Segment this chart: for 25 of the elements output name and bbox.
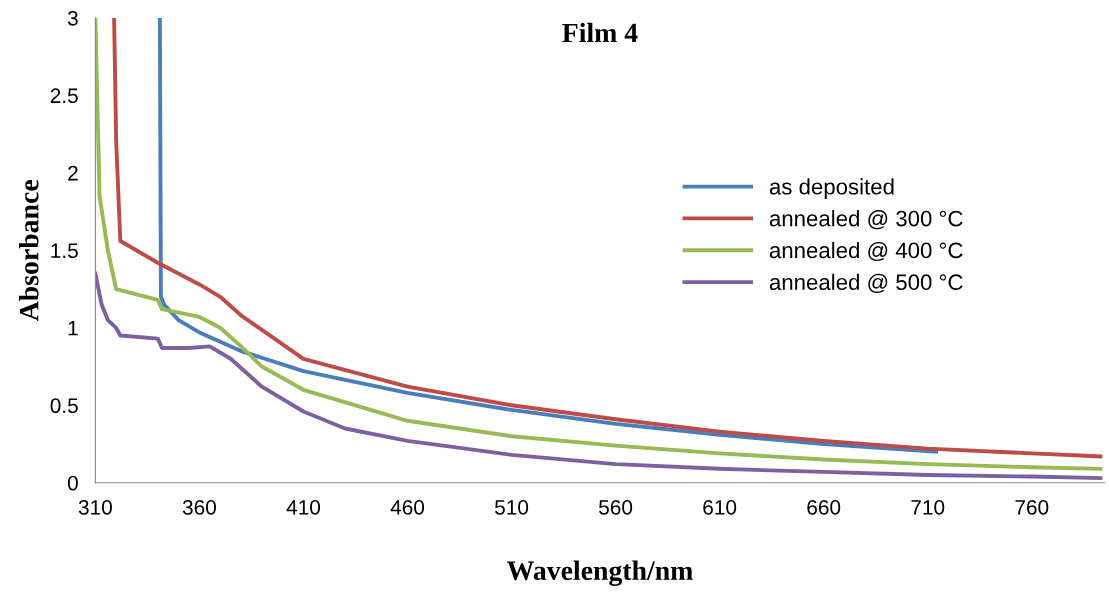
x-tick-label: 460: [390, 499, 425, 515]
legend-label: annealed @ 500 °C: [769, 273, 963, 293]
y-tick-label: 1: [68, 321, 78, 336]
x-axis-title: Wavelength/nm: [506, 560, 693, 586]
y-tick-label: 2.5: [50, 88, 78, 104]
y-tick-label: 1.5: [51, 243, 78, 259]
x-tick-label: 510: [494, 499, 529, 515]
y-tick-label: 0: [67, 475, 78, 491]
x-tick-label: 410: [286, 499, 321, 515]
x-tick-label: 560: [599, 499, 633, 515]
y-tick-label: 3: [67, 10, 78, 26]
legend-label: as deposited: [769, 178, 894, 199]
x-tick-label: 660: [807, 499, 841, 515]
y-tick-label: 0.5: [50, 398, 78, 414]
x-tick-label: 360: [182, 499, 216, 515]
chart-title: Film 4: [562, 22, 638, 43]
y-axis-title: Absorbance: [19, 180, 39, 322]
x-tick-label: 710: [911, 499, 945, 515]
x-tick-label: 610: [703, 499, 737, 515]
line-series: [157, 17, 938, 454]
x-tick-label: 310: [78, 499, 112, 515]
x-tick-label: 760: [1015, 499, 1049, 515]
y-tick-label: 2: [68, 165, 78, 181]
legend-label: annealed @ 400 °C: [769, 241, 963, 262]
legend-label: annealed @ 300 °C: [769, 210, 963, 230]
